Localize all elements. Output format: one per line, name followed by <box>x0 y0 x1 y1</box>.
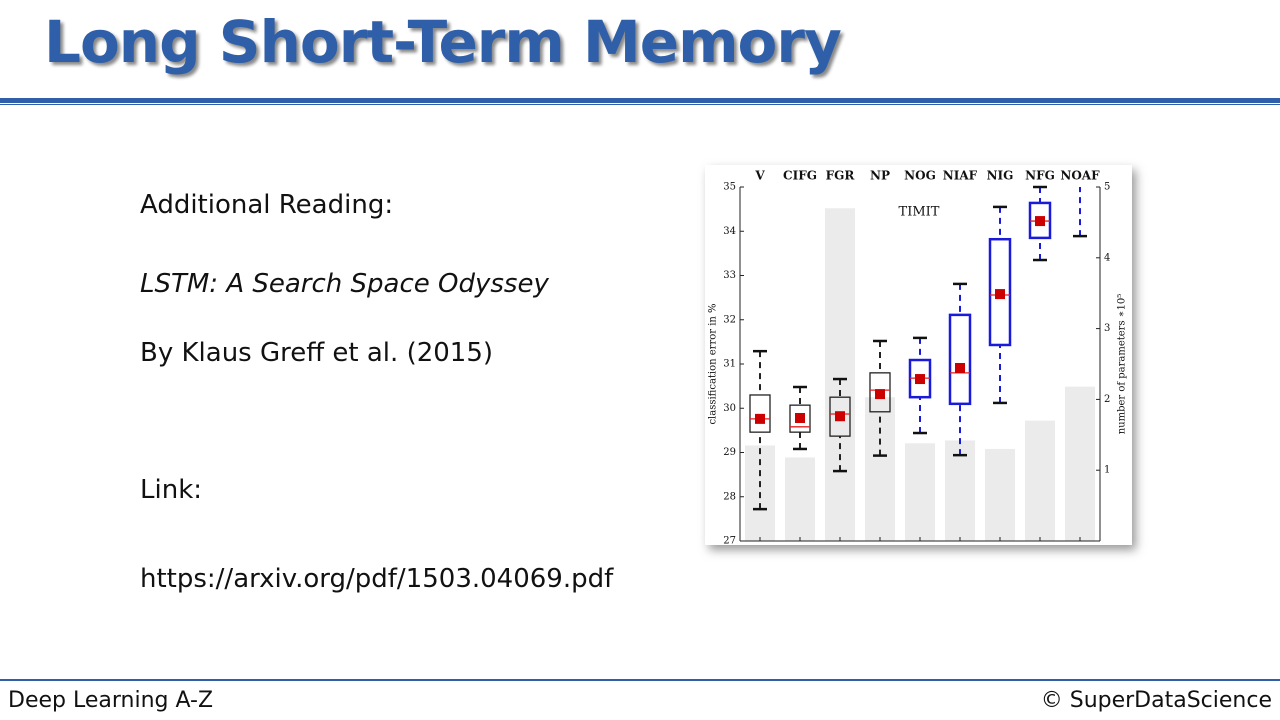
y2-tick-label: 3 <box>1104 323 1110 334</box>
parameter-bar <box>945 440 975 541</box>
y-tick-label: 35 <box>723 182 736 193</box>
box <box>1028 201 1052 240</box>
y-tick-label: 33 <box>723 270 736 281</box>
y2-tick-label: 4 <box>1104 252 1110 263</box>
parameter-bar <box>1065 386 1095 541</box>
mean-marker <box>835 411 845 422</box>
y-tick-label: 27 <box>723 536 736 547</box>
box <box>789 404 811 433</box>
y2-tick-label: 5 <box>1104 182 1110 193</box>
slide-title: Long Short-Term Memory <box>44 8 842 76</box>
y2-tick-label: 2 <box>1104 394 1110 405</box>
box <box>749 394 771 433</box>
link[interactable]: https://arxiv.org/pdf/1503.04069.pdf <box>140 564 614 594</box>
parameter-bar <box>785 457 815 541</box>
divider <box>0 104 1280 105</box>
mean-marker <box>795 412 805 423</box>
parameter-bar <box>905 443 935 541</box>
footer-right: © SuperDataScience <box>1040 688 1272 713</box>
y-tick-label: 32 <box>723 314 736 325</box>
box <box>948 313 972 406</box>
y-axis-label: classification error in % <box>708 303 719 424</box>
y-tick-label: 30 <box>723 403 736 414</box>
parameter-bar <box>825 208 855 542</box>
footer-left: Deep Learning A-Z <box>8 688 214 713</box>
mean-marker <box>755 413 765 424</box>
box <box>829 396 851 437</box>
y2-axis-label: number of parameters ∗10⁵ <box>1117 294 1128 435</box>
y-tick-label: 29 <box>723 447 736 458</box>
y-tick-label: 34 <box>723 226 736 237</box>
category-label: NP <box>870 169 890 183</box>
category-label: NIAF <box>943 169 978 183</box>
category-label: NFG <box>1025 169 1055 183</box>
category-label: FGR <box>826 169 856 183</box>
box <box>988 237 1012 347</box>
y-tick-label: 28 <box>723 491 736 502</box>
heading: Additional Reading: <box>140 190 394 220</box>
paper-title: LSTM: A Search Space Odyssey <box>140 269 549 299</box>
category-label: NOAF <box>1060 169 1100 183</box>
divider <box>0 679 1280 681</box>
chart-title: TIMIT <box>899 205 940 220</box>
mean-marker <box>955 362 965 373</box>
mean-marker <box>1035 216 1045 227</box>
mean-marker <box>915 374 925 385</box>
mean-marker <box>875 389 885 400</box>
parameter-bar <box>985 448 1015 541</box>
y-tick-label: 31 <box>723 359 736 370</box>
category-label: V <box>754 169 765 183</box>
link-label: Link: <box>140 475 203 505</box>
y2-tick-label: 1 <box>1104 465 1110 476</box>
divider <box>0 98 1280 103</box>
category-label: NIG <box>987 169 1014 183</box>
category-label: CIFG <box>783 169 817 183</box>
box <box>869 372 891 413</box>
parameter-bar <box>1025 420 1055 541</box>
mean-marker <box>995 289 1005 300</box>
authors: By Klaus Greff et al. (2015) <box>140 338 494 368</box>
category-label: NOG <box>904 169 936 183</box>
